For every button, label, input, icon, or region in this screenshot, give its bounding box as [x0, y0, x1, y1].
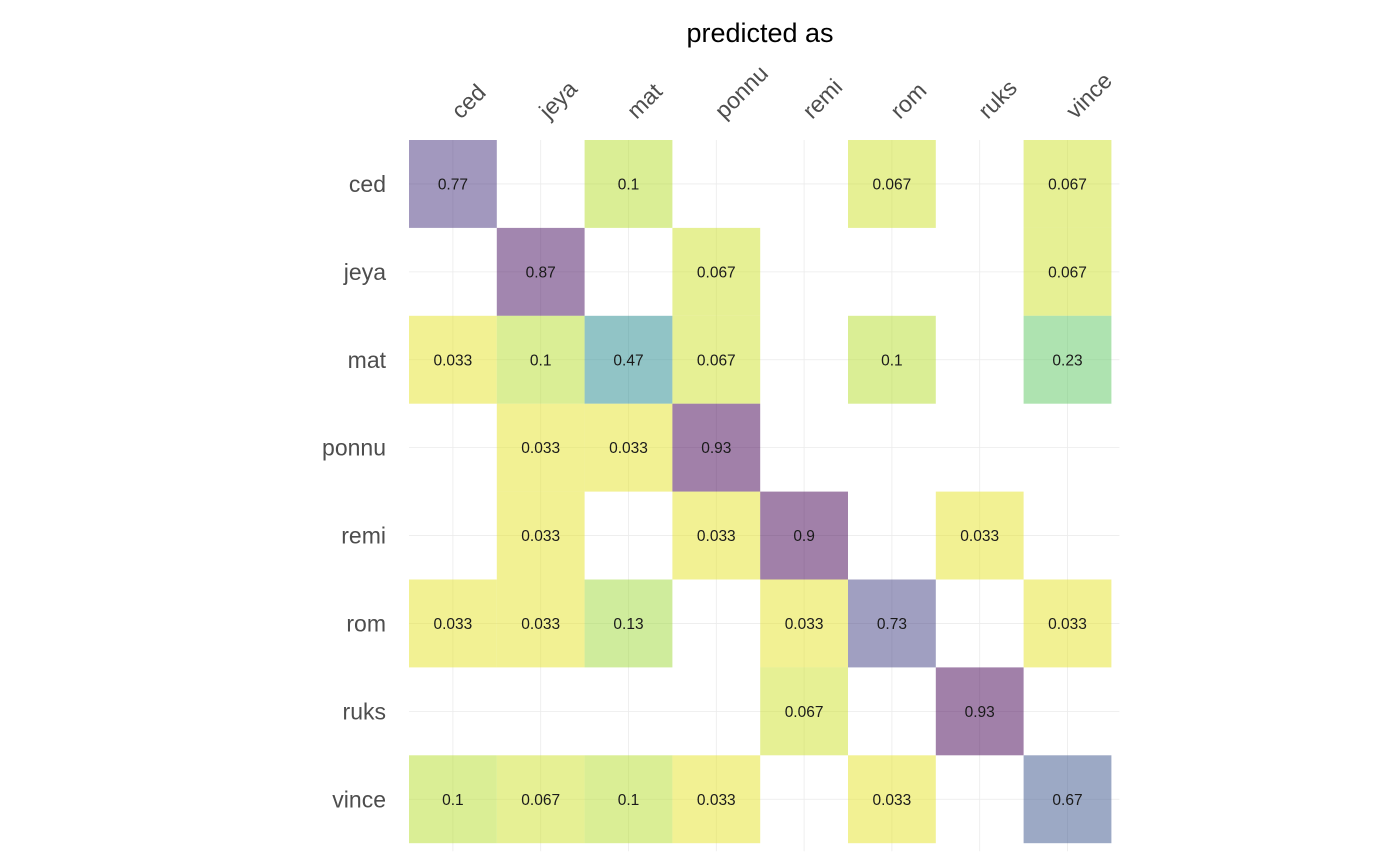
y-tick-label: jeya [343, 259, 386, 285]
cell-value-label: 0.067 [785, 704, 824, 721]
x-tick-label: mat [622, 78, 668, 124]
x-tick-label: ruks [973, 74, 1022, 123]
cell-value-label: 0.067 [521, 792, 560, 809]
chart-title: predicted as [686, 18, 833, 48]
heatmap-cell [496, 579, 585, 668]
y-tick-label: rom [346, 610, 386, 636]
heatmap-cell [672, 403, 761, 492]
heatmap-cell [1023, 140, 1112, 228]
heatmap-cell [848, 579, 936, 668]
cell-value-label: 0.87 [526, 264, 556, 281]
x-tick-label: remi [797, 74, 847, 124]
heatmap-cell [1023, 315, 1112, 404]
cell-value-label: 0.77 [438, 176, 468, 193]
cell-value-label: 0.93 [965, 704, 995, 721]
cell-value-label: 0.033 [521, 616, 560, 633]
cell-value-label: 0.033 [697, 528, 736, 545]
heatmap-cell [760, 667, 848, 756]
heatmap-cell [672, 755, 761, 844]
y-tick-label: vince [332, 786, 386, 812]
heatmap-cell [1023, 755, 1112, 844]
cell-value-label: 0.73 [877, 616, 907, 633]
cell-value-label: 0.033 [521, 528, 560, 545]
heatmap-cell [584, 403, 673, 492]
heatmap-cell [496, 491, 585, 580]
cell-value-label: 0.033 [785, 616, 824, 633]
cell-value-label: 0.1 [618, 792, 640, 809]
y-tick-label: ced [349, 171, 386, 197]
heatmap-cells [409, 140, 1112, 844]
heatmap-cell [584, 140, 673, 228]
heatmap-cell [496, 755, 585, 844]
cell-value-label: 0.67 [1052, 792, 1082, 809]
x-tick-label: rom [885, 77, 931, 123]
y-axis-tick-labels: ced jeya mat ponnu remi rom ruks vince [322, 171, 387, 812]
cell-value-label: 0.067 [697, 352, 736, 369]
cell-value-label: 0.1 [530, 352, 552, 369]
cell-value-label: 0.033 [960, 528, 999, 545]
heatmap-cell [1023, 579, 1112, 668]
cell-value-label: 0.033 [434, 616, 473, 633]
heatmap-cell [672, 315, 761, 404]
cell-value-label: 0.23 [1052, 352, 1082, 369]
cell-value-label: 0.9 [793, 528, 815, 545]
x-tick-label: vince [1061, 67, 1117, 123]
cell-value-label: 0.067 [1048, 264, 1087, 281]
y-tick-label: mat [348, 347, 387, 373]
heatmap-cell [848, 755, 936, 844]
cell-value-label: 0.033 [609, 440, 648, 457]
cell-value-label: 0.067 [697, 264, 736, 281]
heatmap-cell [848, 140, 936, 228]
heatmap-cell [672, 227, 761, 316]
cell-value-label: 0.033 [1048, 616, 1087, 633]
cell-value-label: 0.033 [697, 792, 736, 809]
heatmap-cell [672, 491, 761, 580]
cell-value-label: 0.1 [618, 176, 640, 193]
cell-value-label: 0.033 [521, 440, 560, 457]
heatmap-cell [760, 579, 848, 668]
heatmap-cell [409, 755, 497, 844]
heatmap-cell [496, 227, 585, 316]
cell-value-label: 0.067 [1048, 176, 1087, 193]
heatmap-cell [496, 315, 585, 404]
y-tick-label: ponnu [322, 435, 386, 461]
x-tick-label: ponnu [709, 60, 773, 124]
x-tick-label: ced [446, 79, 491, 124]
heatmap-cell [584, 755, 673, 844]
heatmap-cell [935, 491, 1024, 580]
heatmap-cell-labels: 0.77 0.1 0.067 0.067 0.87 0.067 0.067 0.033 0.1 0… [434, 176, 1087, 808]
heatmap-cell [409, 140, 497, 228]
x-tick-label: jeya [533, 75, 582, 124]
heatmap-cell [409, 315, 497, 404]
cell-value-label: 0.1 [442, 792, 464, 809]
cell-value-label: 0.1 [881, 352, 903, 369]
cell-value-label: 0.47 [613, 352, 643, 369]
heatmap-cell [848, 315, 936, 404]
heatmap-cell [760, 491, 848, 580]
heatmap-cell [1023, 227, 1112, 316]
cell-value-label: 0.067 [873, 176, 912, 193]
cell-value-label: 0.13 [613, 616, 643, 633]
x-axis-tick-labels: ced jeya mat ponnu remi rom ruks vince [446, 60, 1117, 124]
heatmap-cell [584, 579, 673, 668]
cell-value-label: 0.033 [873, 792, 912, 809]
heatmap-cell [584, 315, 673, 404]
cell-value-label: 0.93 [701, 440, 731, 457]
heatmap-cell [935, 667, 1024, 756]
y-tick-label: ruks [343, 698, 386, 724]
y-tick-label: remi [341, 523, 386, 549]
heatmap-cell [409, 579, 497, 668]
heatmap-cell [496, 403, 585, 492]
cell-value-label: 0.033 [434, 352, 473, 369]
